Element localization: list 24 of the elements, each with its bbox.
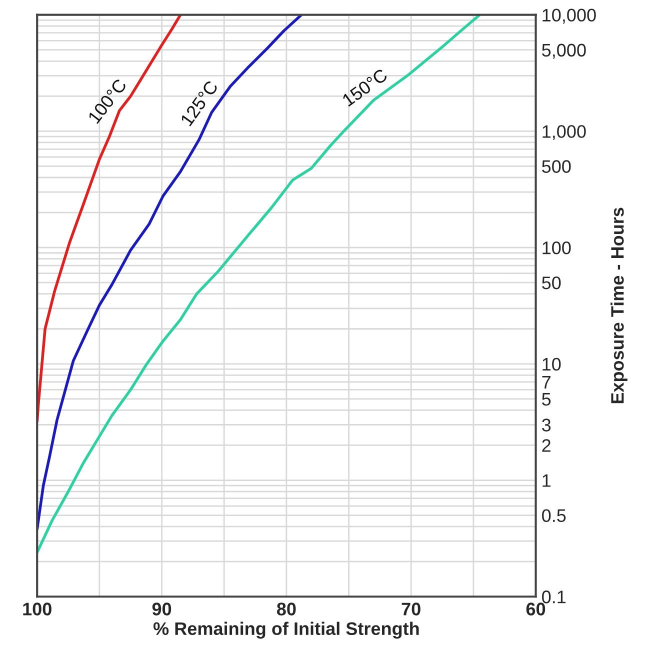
line-series xyxy=(37,14,182,423)
x-tick-label: 60 xyxy=(526,602,546,616)
x-tick-label: 70 xyxy=(402,602,420,616)
y-axis-title: Exposure Time - Hours xyxy=(610,208,628,404)
y-tick-label: 10 xyxy=(542,358,561,371)
y-tick-label: 2 xyxy=(542,439,550,452)
y-tick-label: 10,000 xyxy=(542,8,596,24)
line-series xyxy=(37,14,482,554)
y-tick-label: 0.5 xyxy=(542,509,566,522)
x-axis-title: % Remaining of Initial Strength xyxy=(153,622,419,639)
y-tick-label: 500 xyxy=(542,160,571,173)
x-tick-label: 80 xyxy=(276,602,296,616)
x-tick-label: 100 xyxy=(23,602,52,616)
y-tick-label: 1,000 xyxy=(542,125,586,140)
y-tick-label: 1 xyxy=(542,474,550,487)
line-series xyxy=(37,14,303,531)
y-tick-label: 100 xyxy=(542,241,571,254)
y-tick-label: 5,000 xyxy=(542,44,586,59)
x-tick-label: 90 xyxy=(152,602,172,616)
y-tick-label: 5 xyxy=(542,393,551,406)
y-tick-label: 3 xyxy=(542,418,551,432)
y-tick-label: 7 xyxy=(542,376,550,388)
y-tick-label: 0.1 xyxy=(542,590,566,604)
y-tick-label: 50 xyxy=(542,276,561,290)
